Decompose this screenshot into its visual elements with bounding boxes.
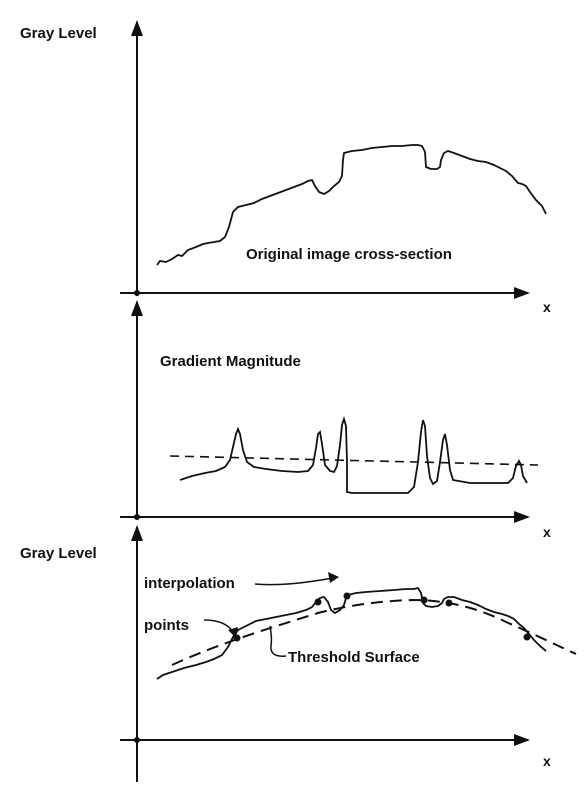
interpolation-point: [420, 596, 428, 604]
interpolation-point: [445, 599, 453, 607]
interpolation-point: [343, 592, 351, 600]
original-image-curve: [156, 144, 547, 266]
bottom-x-axis-label: x: [543, 753, 551, 769]
threshold-surface-leader: [269, 625, 287, 657]
top-x-axis-label: x: [543, 299, 551, 315]
interpolation-annotation: interpolation: [144, 575, 235, 592]
gradient-magnitude-curve: [179, 415, 528, 494]
interpolation-point: [314, 598, 322, 606]
top-y-axis-label: Gray Level: [20, 25, 97, 42]
top-panel: Gray Level x Original image cross-sectio…: [20, 20, 551, 315]
gradient-threshold-line: [169, 455, 539, 466]
bottom-panel: Gray Level x interpolation points Thresh…: [20, 525, 577, 782]
gradient-magnitude-title: Gradient Magnitude: [160, 353, 301, 370]
middle-origin-dot: [134, 514, 140, 520]
points-annotation: points: [144, 617, 189, 634]
middle-panel: Gradient Magnitude x: [120, 300, 551, 540]
original-curve-label: Original image cross-section: [246, 246, 452, 263]
top-origin-dot: [134, 290, 140, 296]
interpolation-arrow: [254, 577, 334, 586]
threshold-surface-curve: [171, 598, 577, 666]
points-arrowhead: [228, 627, 238, 638]
bottom-y-axis-label: Gray Level: [20, 545, 97, 562]
interpolation-arrowhead: [328, 572, 339, 583]
threshold-surface-annotation: Threshold Surface: [288, 649, 420, 666]
interpolation-point: [523, 633, 531, 641]
middle-x-axis-label: x: [543, 524, 551, 540]
bottom-origin-dot: [134, 737, 140, 743]
